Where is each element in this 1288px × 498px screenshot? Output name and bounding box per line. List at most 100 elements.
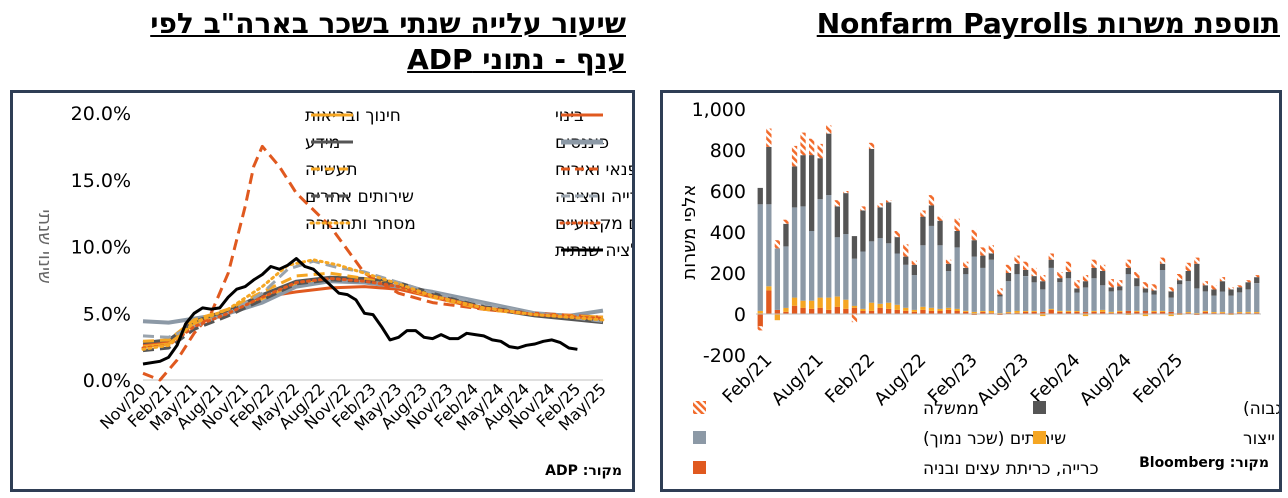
bar-segment-4	[1254, 277, 1260, 284]
bar-segment-4	[1082, 281, 1089, 288]
bar-segment-5	[1091, 259, 1097, 268]
bar-segment-5	[1159, 257, 1166, 264]
bar-segment-2	[1031, 310, 1037, 312]
y-tick-label: -200	[703, 345, 746, 367]
bar-segment-4	[1228, 289, 1234, 296]
bar-segment-1	[928, 310, 935, 314]
x-tick-label: Aug/21	[768, 350, 828, 410]
bar-segment-3	[1057, 282, 1063, 311]
bar-segment-1	[860, 310, 866, 314]
bar-segment-3	[1142, 292, 1149, 311]
legend-swatch	[1033, 401, 1046, 414]
legend-swatch	[693, 401, 706, 414]
bar-segment-4	[1202, 285, 1208, 292]
x-tick-label: Feb/22	[821, 350, 879, 408]
bar-segment-4	[1185, 270, 1191, 282]
bar-segment-5	[1202, 281, 1208, 286]
bar-segment-5	[766, 128, 772, 147]
bar-segment-2	[1057, 310, 1063, 312]
bar-segment-5	[1142, 282, 1149, 289]
bar-segment-3	[1202, 291, 1208, 311]
x-tick-label: Aug/24	[1076, 350, 1136, 410]
bar-segment-3	[1245, 289, 1251, 312]
bar-segment-3	[1254, 283, 1260, 312]
bar-segment-3	[817, 199, 823, 298]
bar-segment-3	[1151, 294, 1157, 311]
bar-segment-4	[1211, 289, 1217, 296]
bar-segment-4	[766, 146, 772, 205]
bar-segment-4	[843, 193, 849, 235]
bar-segment-1	[1031, 311, 1037, 314]
bar-segment-5	[1005, 264, 1012, 273]
bar-segment-5	[1125, 259, 1131, 268]
bar-segment-2	[1048, 308, 1054, 310]
bar-segment-1	[1082, 311, 1089, 314]
bar-segment-1	[980, 311, 986, 314]
bar-segment-4	[903, 256, 909, 265]
bar-segment-1	[1057, 311, 1063, 314]
series-line-5	[142, 144, 604, 382]
left-source-label: מקור: ADP	[545, 463, 622, 479]
bar-segment-5	[1082, 275, 1089, 282]
bar-segment-5	[800, 132, 806, 156]
y-tick-label: 15.0%	[71, 170, 131, 192]
bar-segment-4	[834, 206, 840, 238]
bar-segment-2	[826, 297, 832, 310]
bar-segment-2	[1142, 314, 1149, 317]
y-axis-title: שינוי שנתי	[34, 209, 55, 283]
bar-segment-3	[843, 234, 849, 300]
bar-segment-5	[1040, 275, 1046, 282]
bar-segment-2	[1082, 314, 1089, 317]
y-tick-label: 400	[710, 222, 746, 244]
bar-segment-5	[1151, 284, 1157, 291]
bar-segment-2	[800, 300, 806, 308]
bar-segment-1	[886, 308, 892, 314]
bar-segment-1	[963, 311, 969, 314]
bar-segment-4	[1108, 287, 1114, 292]
bar-segment-4	[783, 223, 789, 247]
bar-segment-3	[1134, 286, 1140, 311]
bar-segment-1	[937, 310, 943, 314]
bar-segment-5	[997, 288, 1003, 295]
bar-segment-2	[1245, 311, 1251, 313]
bar-segment-2	[1211, 311, 1217, 313]
bar-segment-1	[809, 308, 815, 314]
bar-segment-4	[1091, 267, 1097, 279]
bar-segment-3	[903, 264, 909, 308]
bar-segment-5	[928, 195, 935, 206]
bar-segment-3	[894, 253, 900, 305]
bar-segment-5	[791, 145, 798, 167]
bar-segment-4	[1057, 278, 1063, 283]
bar-segment-4	[1065, 272, 1072, 279]
bar-segment-3	[988, 259, 994, 311]
bar-segment-2	[791, 297, 798, 306]
series-line-11	[142, 257, 578, 366]
bar-segment-3	[791, 207, 798, 298]
bar-segment-3	[911, 275, 917, 310]
series-line-7	[142, 259, 604, 339]
bar-segment-5	[1023, 261, 1029, 270]
bar-segment-2	[809, 300, 815, 309]
bar-segment-1	[783, 311, 789, 314]
bar-segment-3	[766, 204, 772, 287]
bar-segment-5	[1254, 275, 1260, 278]
bar-segment-1	[826, 309, 832, 314]
bar-segment-4	[800, 155, 806, 207]
legend-label: כרייה, כריתת עצים ובניה	[923, 459, 1099, 479]
bar-segment-3	[1005, 281, 1012, 312]
bar-segment-1	[1117, 311, 1123, 314]
bar-segment-2	[868, 302, 875, 311]
bar-segment-3	[1168, 297, 1174, 312]
wage-growth-chart-panel: 0.0% 5.0% 10.0% 15.0% 20.0% שינוי שנתי Nov/20 F…	[10, 90, 635, 492]
bar-segment-4	[1177, 280, 1183, 285]
bar-segment-4	[817, 158, 823, 200]
bar-segment-1	[945, 309, 952, 314]
bar-segment-2	[1151, 310, 1157, 312]
bar-segment-2	[817, 297, 823, 308]
bar-segment-3	[980, 267, 986, 311]
bar-segment-5	[980, 247, 986, 256]
bar-segment-3	[1117, 290, 1123, 311]
bar-segment-5	[1031, 267, 1037, 277]
bar-segment-2	[843, 299, 849, 309]
bar-segment-1	[1168, 311, 1174, 314]
